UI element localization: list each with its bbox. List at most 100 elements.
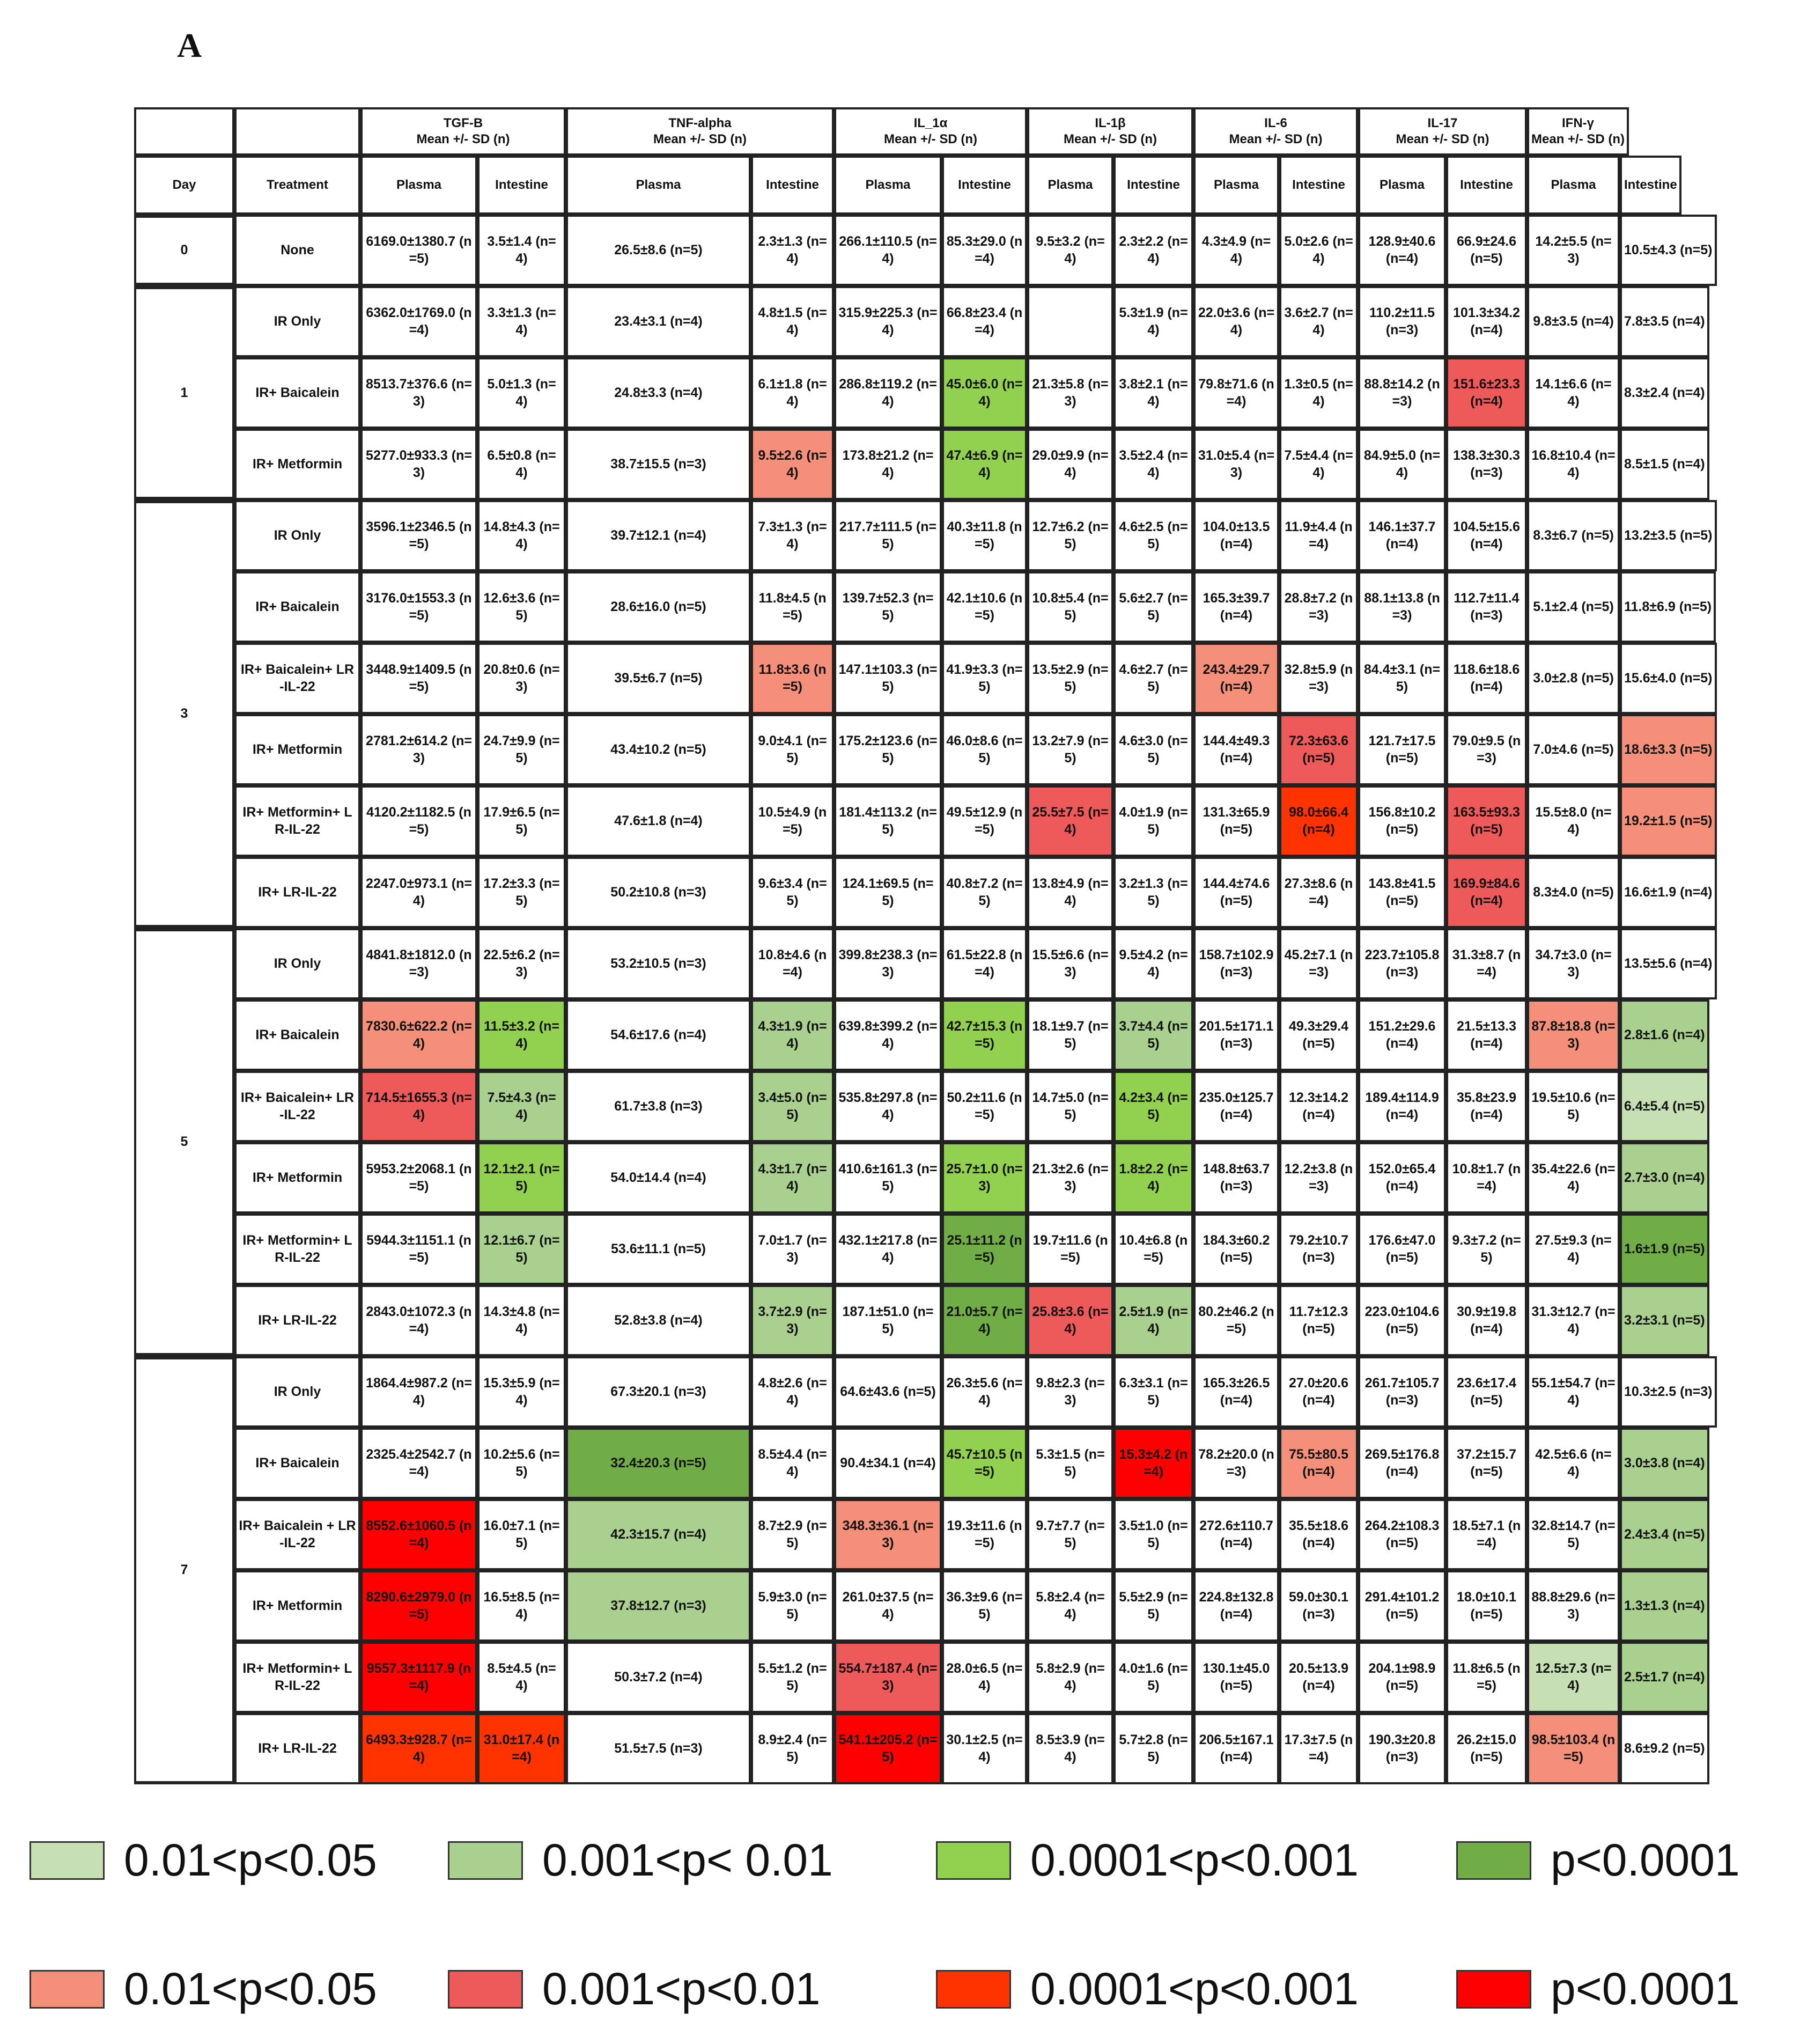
data-cell: 41.9±3.3 (n=5) [942,643,1027,714]
data-cell-text: 4120.2±1182.5 (n=5) [366,805,471,837]
data-cell: 17.9±6.5 (n=5) [477,785,566,857]
data-cell: 348.3±36.1 (n=3) [834,1499,942,1570]
data-cell-text: 13.2±3.5 (n=5) [1624,527,1713,543]
data-cell: 39.5±6.7 (n=5) [566,643,751,714]
data-cell: 35.4±22.6 (n=4) [1527,1142,1620,1214]
data-cell: 4.8±2.6 (n=4) [751,1356,834,1428]
header-subcol: Intestine [1113,156,1193,215]
data-cell-text: 269.5±176.8 (n=4) [1365,1447,1440,1479]
data-cell: 9.5±4.2 (n=4) [1113,928,1193,999]
data-cell-text: 17.9±6.5 (n=5) [483,805,560,837]
data-cell-text: 291.4±101.2 (n=5) [1365,1590,1440,1622]
legend-label: 0.0001<p<0.001 [1030,1964,1359,2014]
data-cell-text: 3448.9±1409.5 (n=5) [366,662,472,694]
data-cell-text: 14.3±4.8 (n=4) [483,1304,560,1336]
data-cell: 45.7±10.5 (n=5) [942,1428,1027,1499]
header-subcol-text: Intestine [1292,178,1345,192]
data-cell: 5.6±2.7 (n=5) [1113,571,1193,643]
data-cell-text: 121.7±17.5 (n=5) [1368,733,1436,766]
data-cell-text: 104.0±13.5 (n=4) [1203,519,1270,552]
header-cytokine: TNF-alpha Mean +/- SD (n) [566,107,834,156]
header-subcol: Intestine [477,156,566,215]
data-cell: 50.3±7.2 (n=4) [566,1642,751,1713]
data-cell-text: 201.5±171.1 (n=3) [1199,1019,1274,1051]
data-cell-text: 7.0±1.7 (n=3) [758,1233,827,1265]
data-cell: 88.1±13.8 (n=3) [1358,571,1446,643]
data-cell-text: 21.3±2.6 (n=3) [1032,1161,1109,1194]
treatment-cell: IR+ Baicalein [234,357,360,429]
data-cell: 3.3±1.3 (n=4) [477,286,566,357]
data-cell: 10.4±6.8 (n=5) [1113,1214,1193,1285]
treatment-cell-text: IR+ Metformin [252,1598,343,1613]
header-cytokine-stat: Mean +/- SD (n) [416,132,510,146]
data-cell-text: 175.2±123.6 (n=5) [838,733,938,766]
data-cell-text: 5.9±3.0 (n=5) [758,1590,827,1622]
header-subcol: Intestine [1279,156,1358,215]
legend-item: 0.0001<p<0.001 [936,1963,1359,2015]
data-cell-text: 2.3±2.2 (n=4) [1119,234,1188,266]
treatment-cell: IR+ Metformin [234,714,360,785]
data-cell-text: 5.5±1.2 (n=5) [758,1661,827,1693]
treatment-cell-text: IR+ Metformin [252,741,343,757]
header-cytokine: IFN-γ Mean +/- SD (n) [1527,107,1629,156]
data-cell: 32.4±20.3 (n=5) [566,1428,751,1499]
data-cell: 5.3±1.9 (n=4) [1113,286,1193,357]
data-cell: 5.9±3.0 (n=5) [751,1570,834,1642]
data-cell-text: 6.1±1.8 (n=4) [758,377,827,409]
data-cell-text: 7830.6±622.2 (n=4) [366,1019,472,1051]
data-cell-text: 432.1±217.8 (n=4) [838,1233,938,1265]
data-cell: 50.2±11.6 (n=5) [942,1071,1027,1142]
data-cell: 8.5±3.9 (n=4) [1027,1713,1113,1784]
data-cell: 30.9±19.8 (n=4) [1446,1285,1527,1356]
data-cell: 21.5±13.3 (n=4) [1446,999,1527,1071]
data-cell: 12.5±7.3 (n=4) [1527,1642,1620,1713]
data-cell-text: 27.5±9.3 (n=4) [1535,1233,1612,1265]
data-cell: 6.4±5.4 (n=5) [1620,1071,1709,1142]
data-cell [1027,286,1113,357]
data-cell: 40.8±7.2 (n=5) [942,857,1027,928]
data-cell: 6.5±0.8 (n=4) [477,429,566,500]
header-cytokine-stat: Mean +/- SD (n) [1531,132,1625,146]
data-cell-text: 32.8±14.7 (n=5) [1531,1518,1616,1550]
data-cell: 3596.1±2346.5 (n=5) [360,500,477,571]
day-cell-text: 1 [180,385,188,400]
data-cell-text: 66.9±24.6 (n=5) [1456,234,1517,266]
header-cytokine: IL-6 Mean +/- SD (n) [1193,107,1358,156]
data-cell-text: 110.2±11.5 (n=3) [1369,305,1435,337]
data-cell-text: 184.3±60.2 (n=5) [1203,1233,1270,1265]
data-cell: 101.3±34.2 (n=4) [1446,286,1527,357]
data-cell-text: 3176.0±1553.3 (n=5) [366,591,472,623]
data-cell: 25.8±3.6 (n=4) [1027,1285,1113,1356]
data-cell: 158.7±102.9 (n=3) [1193,928,1279,999]
data-cell-text: 3.3±1.3 (n=4) [487,305,556,337]
treatment-cell-text: IR+ Baicalein [255,385,340,400]
data-cell-text: 190.3±20.8 (n=3) [1368,1732,1436,1764]
data-cell-text: 7.8±3.5 (n=4) [1624,313,1705,329]
data-cell-text: 158.7±102.9 (n=3) [1199,947,1274,980]
data-cell-text: 47.4±6.9 (n=4) [946,448,1023,480]
data-cell-text: 2.3±1.3 (n=4) [758,234,827,266]
data-cell: 61.5±22.8 (n=4) [942,928,1027,999]
data-cell-text: 12.6±3.6 (n=5) [483,591,560,623]
data-cell: 639.8±399.2 (n=4) [834,999,942,1071]
data-cell: 6362.0±1769.0 (n=4) [360,286,477,357]
data-cell-text: 10.3±2.5 (n=3) [1624,1384,1713,1399]
data-cell-text: 11.8±6.9 (n=5) [1624,599,1712,614]
data-cell: 15.3±5.9 (n=4) [477,1356,566,1428]
data-cell-text: 39.7±12.1 (n=4) [610,527,706,543]
data-cell: 3.2±1.3 (n=5) [1113,857,1193,928]
treatment-cell: IR+ Baicalein [234,571,360,643]
header-subcol-text: Intestine [766,178,819,192]
data-cell-text: 15.5±8.0 (n=4) [1535,805,1612,837]
data-cell-text: 156.8±10.2 (n=5) [1368,805,1436,837]
data-cell: 13.5±5.6 (n=4) [1620,928,1717,999]
data-cell: 19.2±1.5 (n=5) [1620,785,1717,857]
legend-item: p<0.0001 [1456,1834,1740,1886]
data-cell-text: 43.4±10.2 (n=5) [610,741,706,757]
data-cell: 35.8±23.9 (n=4) [1446,1071,1527,1142]
data-cell-text: 37.2±15.7 (n=5) [1456,1447,1517,1479]
data-cell: 4.3±1.7 (n=4) [751,1142,834,1214]
data-cell: 88.8±14.2 (n=3) [1358,357,1446,429]
data-cell-text: 10.4±6.8 (n=5) [1119,1233,1188,1265]
data-cell-text: 8.3±2.4 (n=4) [1624,385,1705,400]
